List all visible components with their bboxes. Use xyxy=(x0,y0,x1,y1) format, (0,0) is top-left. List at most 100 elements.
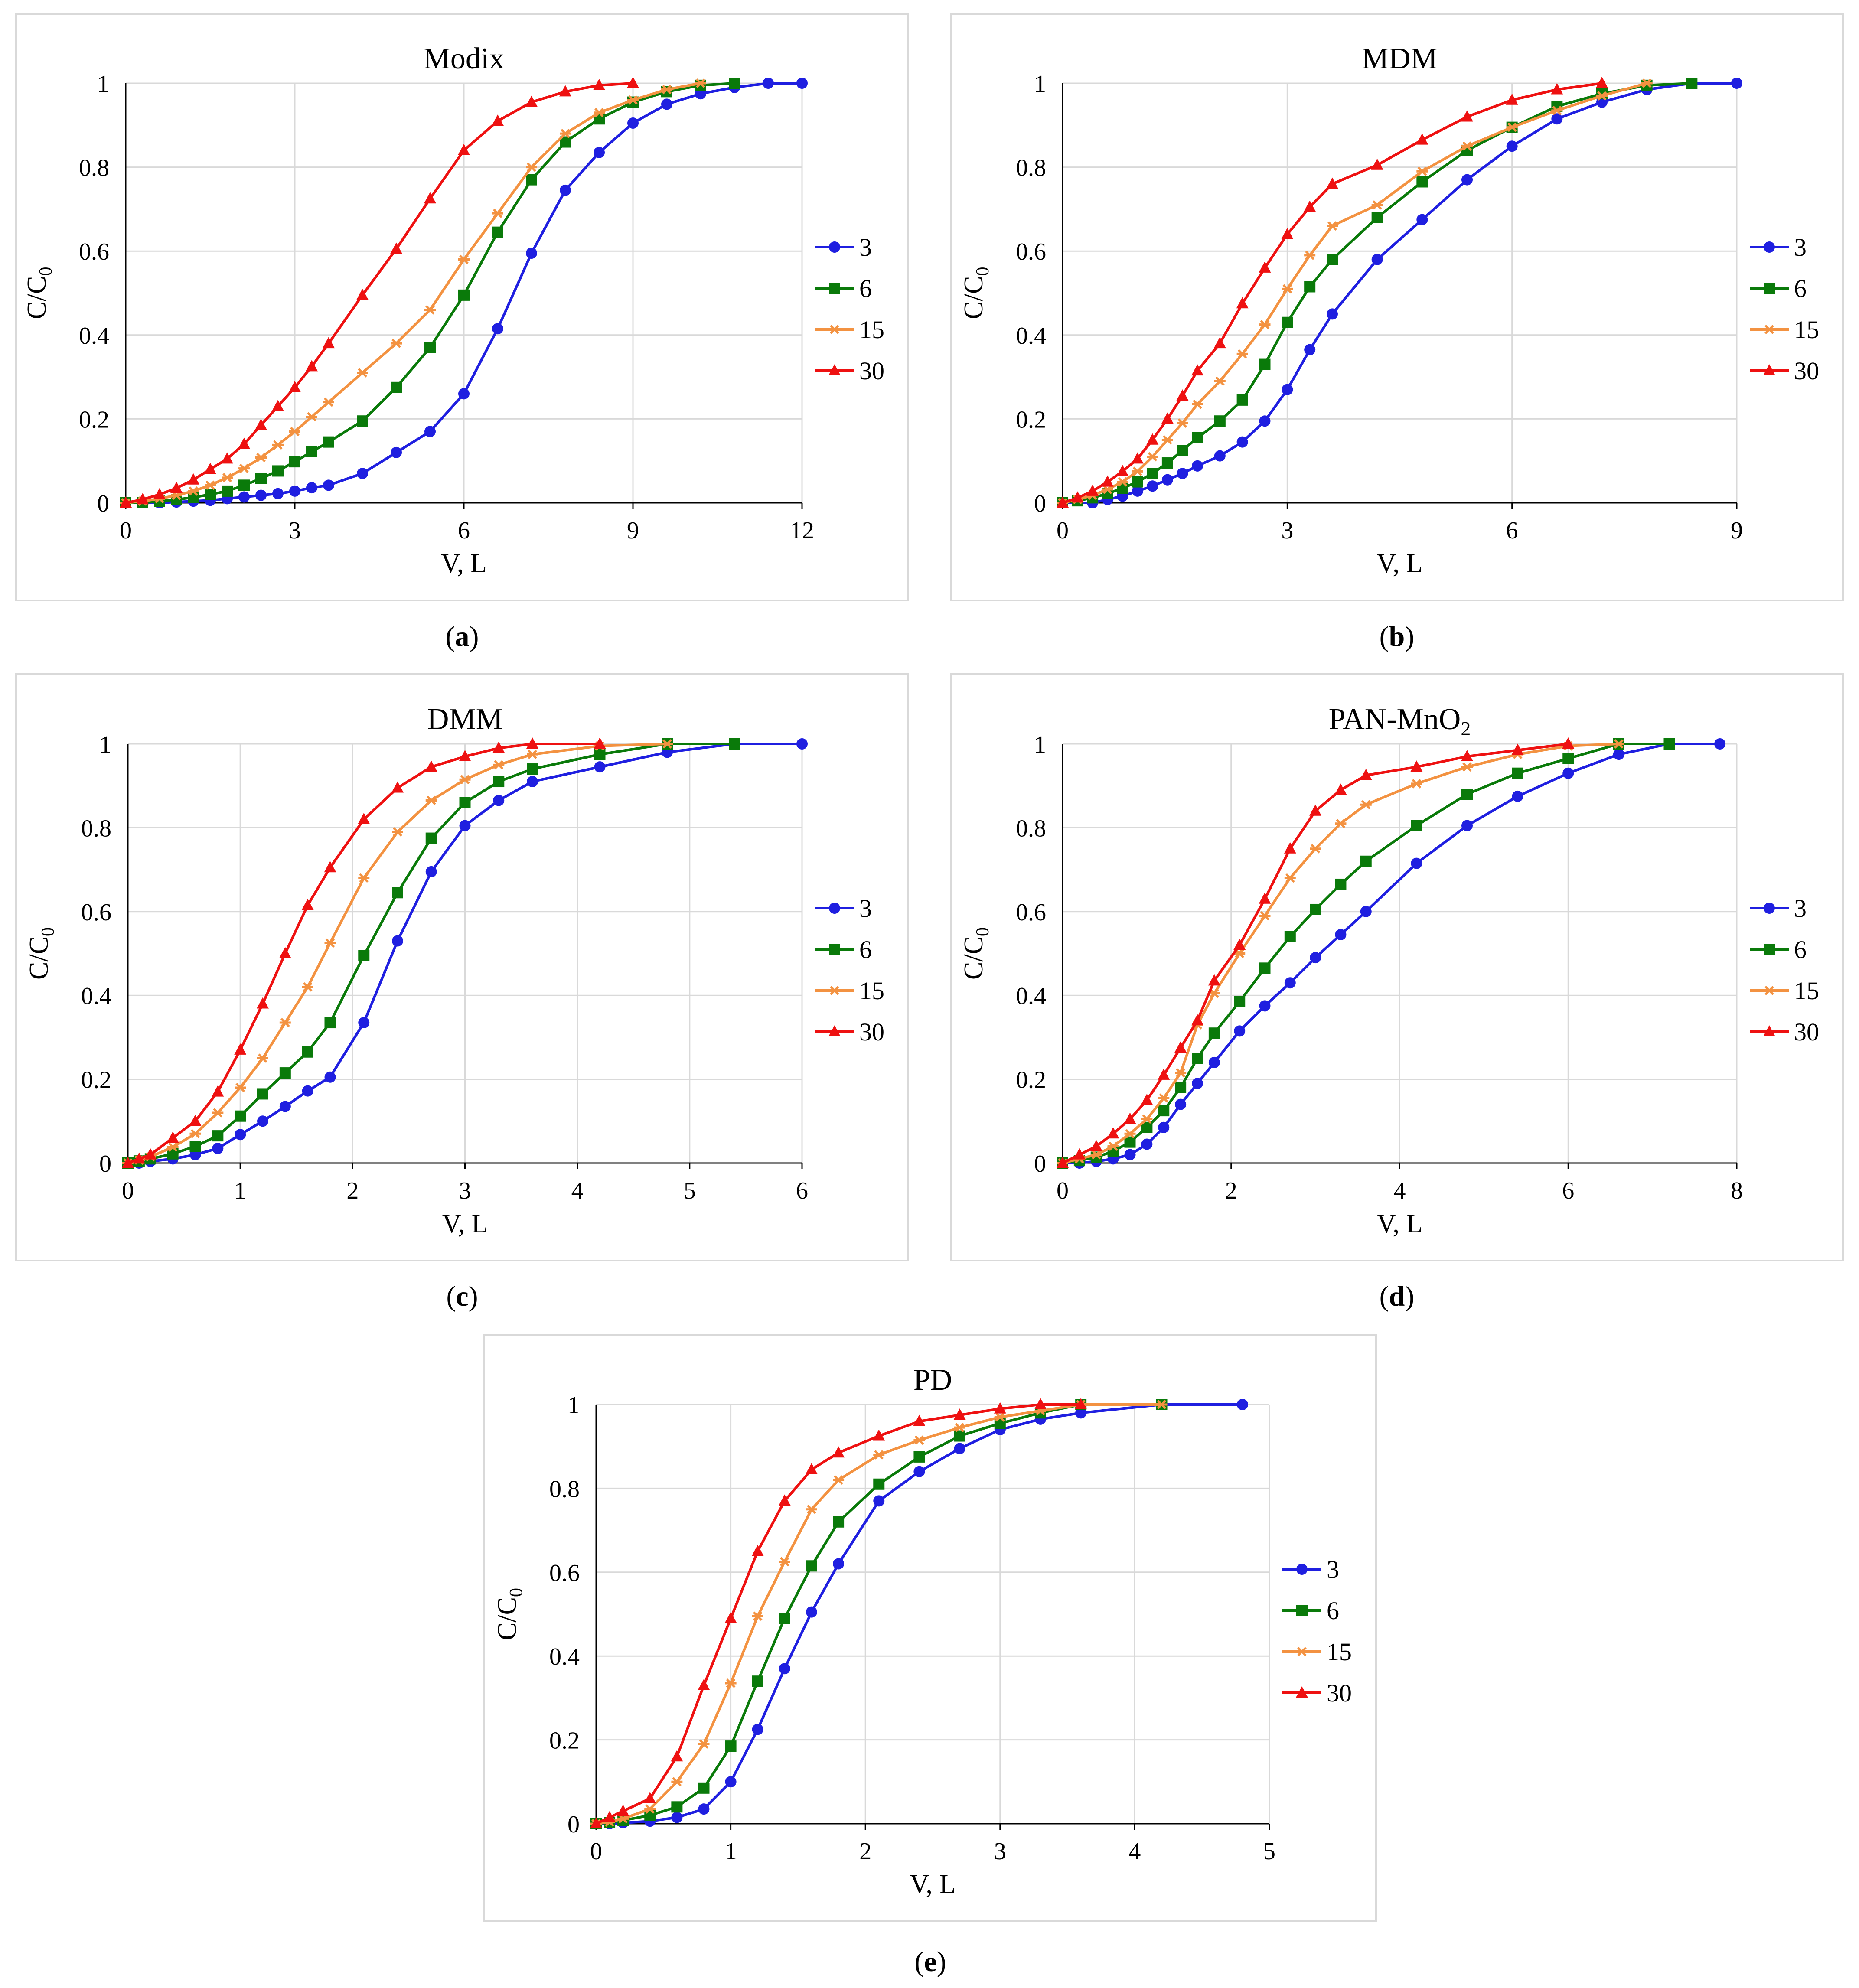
marker-star xyxy=(1236,349,1248,359)
marker-triangle xyxy=(137,493,149,505)
marker-square xyxy=(391,381,402,393)
marker-triangle xyxy=(832,1446,845,1458)
marker-circle xyxy=(1411,857,1422,869)
marker-circle xyxy=(527,776,538,788)
marker-star xyxy=(1461,141,1473,151)
marker-square xyxy=(729,78,740,89)
marker-triangle xyxy=(255,418,267,430)
marker-circle xyxy=(1236,436,1248,448)
marker-star xyxy=(698,1739,710,1749)
marker-circle xyxy=(1141,1138,1153,1150)
marker-star xyxy=(212,1108,224,1118)
marker-triangle xyxy=(1763,364,1775,375)
marker-square xyxy=(1335,878,1347,890)
caption-letter: e xyxy=(924,1946,936,1978)
caption-letter: d xyxy=(1389,1281,1405,1312)
marker-circle xyxy=(1284,977,1296,989)
marker-square xyxy=(205,489,216,500)
x-tick-label: 3 xyxy=(994,1838,1006,1865)
marker-star xyxy=(1107,1141,1119,1151)
series-line-30 xyxy=(1062,82,1602,504)
legend-item-3: 3 xyxy=(1750,233,1807,261)
marker-triangle xyxy=(617,1804,629,1816)
legend-item-6: 6 xyxy=(1750,274,1807,303)
marker-circle xyxy=(302,1085,313,1097)
y-tick-label: 0.4 xyxy=(81,983,111,1010)
y-tick-label: 0.6 xyxy=(549,1560,580,1587)
marker-triangle xyxy=(306,360,318,372)
y-axis-label-text: C/C xyxy=(22,276,52,319)
chart-title-text: MDM xyxy=(1362,42,1438,75)
marker-triangle xyxy=(204,463,216,474)
series-30 xyxy=(590,1398,1087,1828)
caption-close: ) xyxy=(469,1281,478,1312)
marker-circle xyxy=(324,1071,336,1083)
marker-star xyxy=(994,1412,1006,1422)
marker-star xyxy=(323,397,334,407)
marker-circle xyxy=(425,866,437,877)
x-tick-label: 0 xyxy=(120,517,132,544)
marker-star xyxy=(392,827,403,837)
marker-circle xyxy=(661,98,672,110)
marker-triangle xyxy=(873,1429,885,1441)
legend-item-30: 30 xyxy=(815,357,884,385)
marker-star xyxy=(1192,399,1203,409)
marker-triangle xyxy=(1551,83,1563,95)
marker-circle xyxy=(235,1129,246,1141)
marker-star xyxy=(1102,485,1113,494)
marker-star xyxy=(302,982,313,992)
marker-square xyxy=(729,738,740,750)
legend-label: 6 xyxy=(1794,935,1807,964)
legend-item-3: 3 xyxy=(1282,1555,1339,1584)
marker-triangle xyxy=(1236,297,1249,309)
marker-circle xyxy=(1512,790,1523,802)
marker-circle xyxy=(306,482,317,494)
marker-circle xyxy=(358,1017,370,1029)
series-15 xyxy=(1057,739,1624,1168)
marker-star xyxy=(1764,986,1775,995)
marker-triangle xyxy=(1410,760,1423,772)
marker-circle xyxy=(560,184,571,196)
marker-star xyxy=(1259,911,1271,921)
marker-triangle xyxy=(1309,804,1322,816)
y-tick-label: 0.6 xyxy=(79,238,109,265)
marker-square xyxy=(671,1801,683,1813)
marker-star xyxy=(1371,200,1383,210)
marker-circle xyxy=(1304,344,1316,355)
marker-star xyxy=(1613,739,1624,749)
marker-square xyxy=(1416,176,1428,188)
legend-item-15: 15 xyxy=(815,316,884,344)
marker-square xyxy=(272,465,284,477)
legend-item-30: 30 xyxy=(1282,1679,1352,1707)
marker-triangle xyxy=(828,364,841,375)
marker-triangle xyxy=(1304,200,1316,212)
marker-triangle xyxy=(279,947,291,958)
series-30 xyxy=(1057,77,1608,508)
marker-square xyxy=(279,1067,291,1079)
marker-circle xyxy=(257,1115,268,1127)
marker-triangle xyxy=(805,1463,818,1474)
marker-triangle xyxy=(458,143,470,155)
marker-triangle xyxy=(1101,475,1114,487)
marker-circle xyxy=(1461,174,1473,186)
marker-circle xyxy=(323,479,334,491)
chart-title-text: PD xyxy=(913,1363,952,1397)
y-tick-label: 1 xyxy=(1034,71,1046,98)
marker-star xyxy=(1282,284,1293,294)
legend-label: 6 xyxy=(859,935,872,964)
legend-label: 3 xyxy=(1327,1555,1339,1584)
y-axis-label-text: C/C xyxy=(959,276,988,319)
marker-triangle xyxy=(1086,484,1099,496)
marker-star xyxy=(1158,1093,1170,1103)
legend-item-6: 6 xyxy=(1282,1597,1339,1625)
marker-circle xyxy=(1335,929,1347,940)
marker-square xyxy=(425,832,437,844)
marker-circle xyxy=(1310,952,1321,964)
marker-circle xyxy=(725,1776,737,1788)
marker-circle xyxy=(272,488,284,499)
y-axis-label-subscript: 0 xyxy=(38,927,58,936)
y-axis-label-subscript: 0 xyxy=(36,267,56,276)
